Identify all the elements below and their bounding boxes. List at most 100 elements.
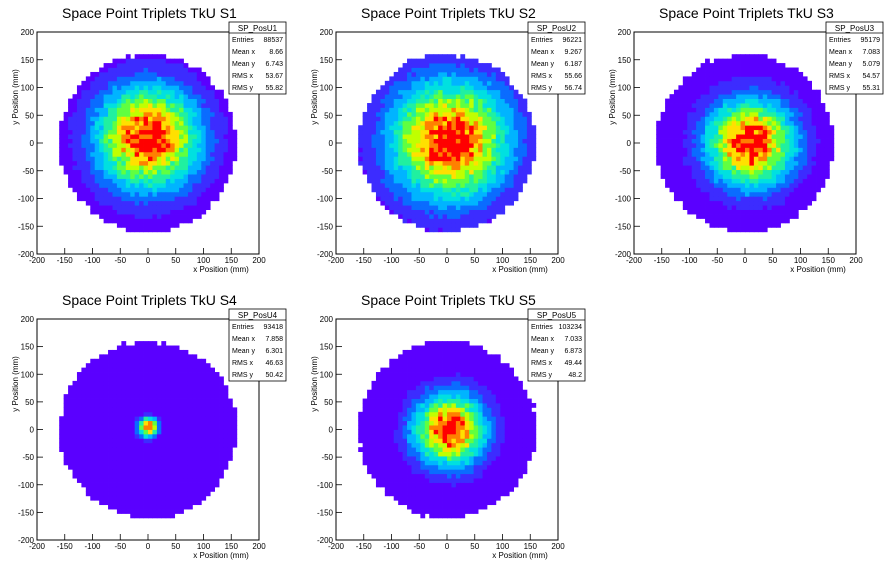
histogram-bin [76, 125, 82, 131]
histogram-bin [442, 120, 448, 126]
histogram-bin [152, 433, 158, 439]
histogram-bin [103, 500, 109, 506]
histogram-bin [161, 358, 167, 364]
histogram-bin [753, 187, 759, 193]
histogram-bin [473, 94, 479, 99]
histogram-bin [375, 138, 381, 144]
histogram-bin [415, 107, 421, 113]
histogram-bin [183, 380, 189, 386]
histogram-bin [753, 125, 759, 131]
histogram-bin [713, 58, 719, 64]
histogram-bin [68, 398, 73, 404]
histogram-bin [81, 107, 87, 113]
histogram-bin [187, 116, 193, 122]
histogram-bin [740, 156, 746, 162]
histogram-bin [824, 165, 830, 171]
histogram-bin [407, 80, 412, 86]
histogram-bin [798, 120, 804, 126]
histogram-bin [745, 191, 750, 197]
histogram-bin [148, 460, 153, 466]
histogram-bin [143, 67, 149, 73]
histogram-bin [411, 218, 417, 224]
histogram-bin [442, 67, 448, 73]
histogram-bin [696, 138, 701, 144]
histogram-bin [455, 76, 461, 82]
histogram-bin [469, 178, 475, 184]
histogram-bin [705, 134, 710, 139]
histogram-bin [407, 160, 412, 166]
histogram-bin [214, 169, 220, 175]
histogram-bin [816, 143, 821, 148]
histogram-bin [156, 191, 162, 197]
histogram-bin [125, 54, 131, 60]
histogram-bin [112, 169, 118, 175]
histogram-bin [793, 182, 799, 188]
histogram-bin [438, 174, 443, 179]
stats-row-value: 6.743 [265, 61, 283, 68]
histogram-bin [429, 54, 435, 60]
histogram-bin [473, 134, 479, 139]
histogram-bin [219, 98, 224, 104]
histogram-bin [398, 214, 403, 219]
histogram-bin [762, 138, 768, 144]
histogram-bin [112, 372, 118, 377]
histogram-bin [187, 363, 193, 369]
histogram-bin [424, 196, 430, 202]
histogram-bins [59, 54, 238, 233]
histogram-bin [143, 464, 149, 470]
histogram-bin [740, 151, 746, 157]
histogram-bin [709, 218, 715, 224]
histogram-bin [179, 354, 184, 360]
histogram-bin [398, 182, 403, 188]
histogram-bin [718, 200, 724, 206]
histogram-bin [495, 147, 501, 153]
histogram-bin [824, 169, 830, 175]
histogram-bin [139, 433, 144, 439]
histogram-bin [504, 103, 510, 108]
histogram-bin [424, 227, 430, 233]
histogram-bin [398, 103, 403, 108]
histogram-bin [455, 116, 461, 122]
histogram-bin [121, 205, 127, 210]
histogram-bin [192, 120, 198, 126]
histogram-bin [116, 451, 122, 457]
histogram-bin [669, 165, 675, 171]
histogram-bin [223, 125, 229, 131]
histogram-bin [816, 147, 821, 153]
histogram-bin [709, 187, 715, 193]
histogram-bin [196, 160, 202, 166]
histogram-bin [793, 129, 799, 135]
histogram-bin [219, 147, 224, 153]
histogram-bin [125, 205, 131, 210]
histogram-bin [94, 200, 100, 206]
histogram-bin [68, 129, 73, 135]
histogram-bin [802, 178, 808, 184]
histogram-bin [753, 205, 759, 210]
histogram-bin [429, 143, 435, 148]
histogram-bin [491, 147, 497, 153]
histogram-bin [152, 169, 158, 175]
histogram-bin [398, 85, 403, 91]
histogram-bin [736, 214, 741, 219]
histogram-bin [170, 209, 176, 215]
histogram-bin [482, 120, 488, 126]
histogram-bin [722, 85, 728, 91]
histogram-bin [76, 469, 82, 475]
histogram-bin [223, 116, 229, 122]
histogram-bin [380, 165, 386, 171]
histogram-bin [727, 182, 733, 188]
histogram-bin [500, 120, 506, 126]
histogram-bin [85, 174, 91, 179]
histogram-bin [170, 433, 176, 439]
histogram-bin [170, 147, 176, 153]
histogram-bin [705, 76, 710, 82]
histogram-bin [669, 129, 675, 135]
histogram-bin [469, 58, 475, 64]
histogram-bin [455, 129, 461, 135]
histogram-bin [152, 227, 158, 233]
histogram-bin [384, 165, 390, 171]
histogram-bin [143, 214, 149, 219]
histogram-bin [174, 500, 180, 506]
histogram-bin [398, 205, 403, 210]
histogram-bin [59, 416, 65, 422]
